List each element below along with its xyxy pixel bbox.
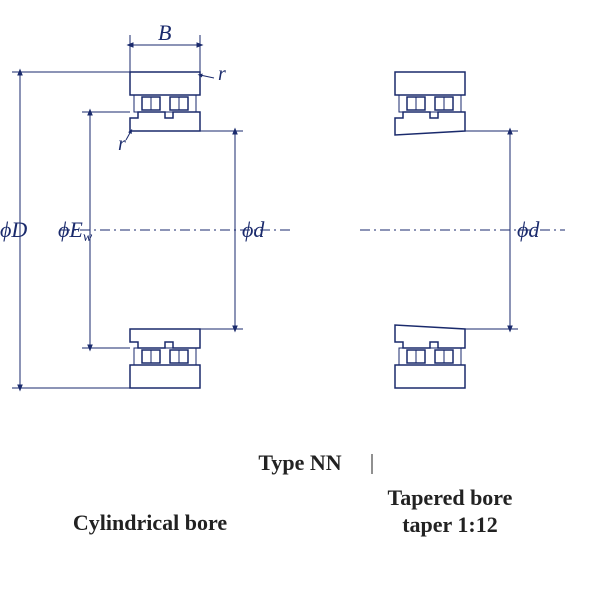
diagram-canvas: B r r ϕD ϕEw ϕd (0, 0, 600, 600)
label-phid-left: ϕd (242, 217, 265, 242)
caption-tapered-1: Tapered bore (388, 485, 513, 510)
left-bearing-section: B r r ϕD ϕEw ϕd (0, 20, 290, 388)
label-B: B (158, 20, 171, 45)
caption-cylindrical: Cylindrical bore (73, 510, 227, 535)
caption-tapered-2: taper 1:12 (402, 512, 498, 537)
label-r-top: r (218, 63, 226, 85)
label-phiD: ϕD (0, 217, 27, 242)
label-phiEw: ϕEw (58, 217, 93, 245)
label-type: Type NN (258, 450, 341, 475)
right-bearing-section: ϕd (360, 72, 565, 388)
label-r-inner: r (118, 133, 126, 155)
label-phid-right: ϕd (517, 217, 540, 242)
